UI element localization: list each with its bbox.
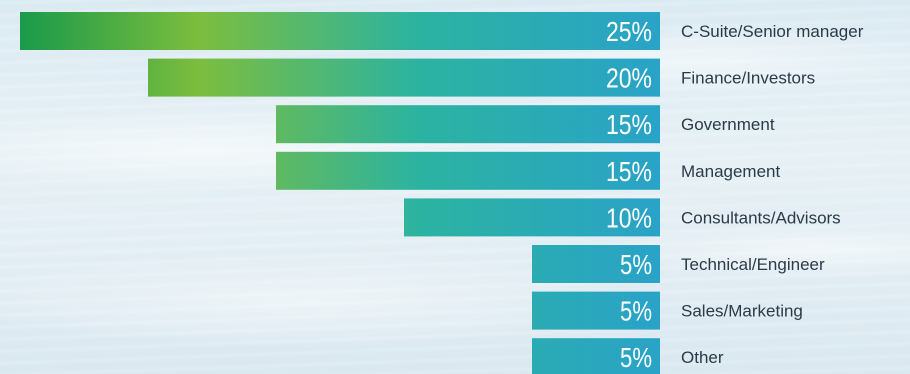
value-label-3: 15% [606,156,652,187]
labels-group: 25% C-Suite/Senior manager 20% Finance/Inve… [606,16,864,373]
bar-7 [532,338,660,374]
bar-6 [532,291,660,330]
bars-group [20,12,660,374]
bar-5 [532,245,660,283]
value-label-6: 5% [620,296,652,327]
category-label-4: Consultants/Advisors [681,208,841,227]
category-label-3: Management [681,162,781,181]
value-label-0: 25% [606,16,652,47]
value-label-7: 5% [620,342,652,373]
bar-2 [276,105,660,144]
category-label-5: Technical/Engineer [681,255,825,274]
bar-0 [20,12,660,50]
category-label-1: Finance/Investors [681,69,815,88]
category-label-6: Sales/Marketing [681,302,803,321]
value-label-2: 15% [606,109,652,140]
bar-4 [404,198,660,237]
bar-3 [276,151,660,190]
value-label-4: 10% [606,202,652,233]
bar-1 [148,58,660,97]
category-label-7: Other [681,348,724,367]
value-label-5: 5% [620,249,652,280]
category-label-0: C-Suite/Senior manager [681,22,864,41]
value-label-1: 20% [606,63,652,94]
category-label-2: Government [681,115,775,134]
